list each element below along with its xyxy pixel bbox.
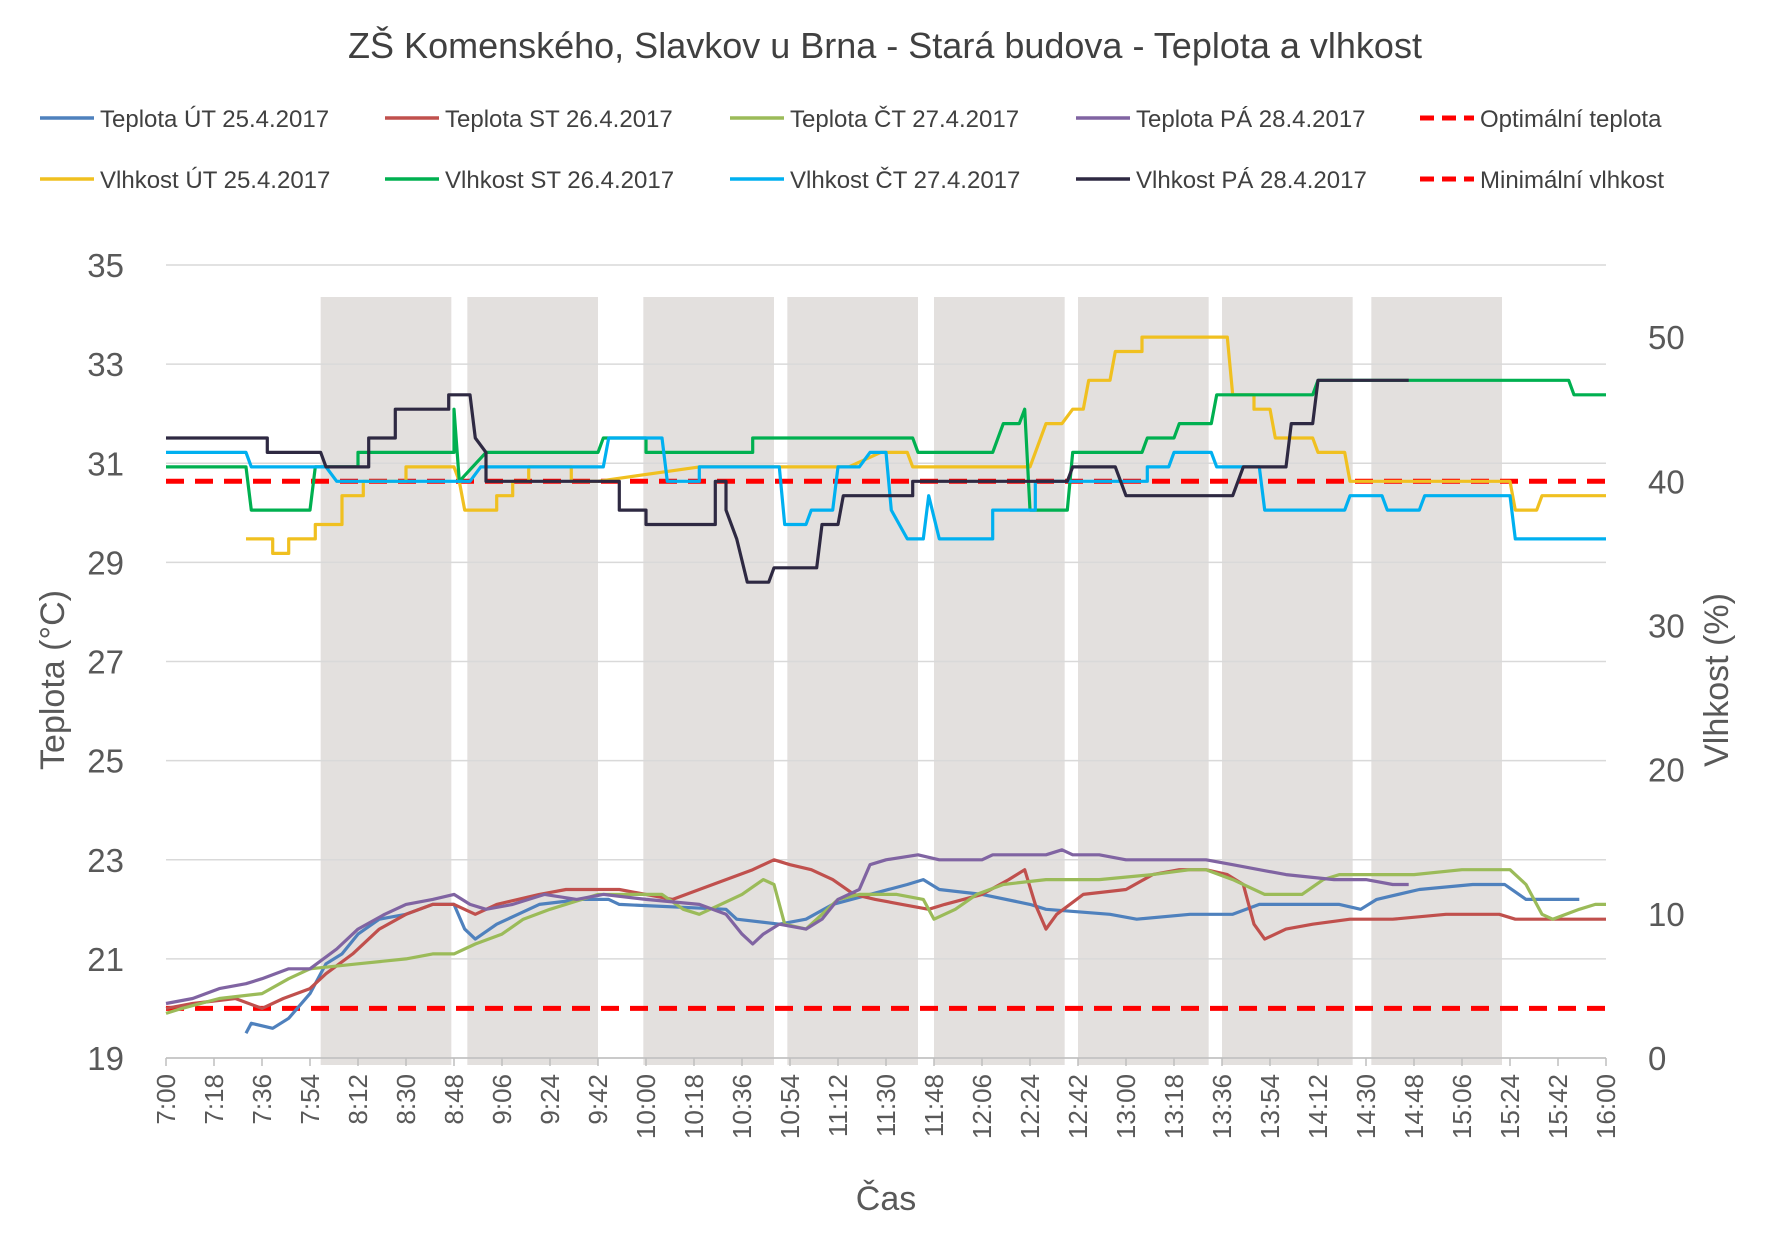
lesson-block-2 [467, 297, 598, 1065]
x-tick-label: 13:00 [1111, 1074, 1141, 1139]
y-left-tick-label: 23 [87, 842, 124, 879]
y-right-tick-label: 40 [1648, 463, 1685, 500]
x-tick-label: 15:06 [1447, 1074, 1477, 1139]
x-tick-label: 14:30 [1351, 1074, 1381, 1139]
legend-label: Vlhkost ÚT 25.4.2017 [100, 167, 330, 194]
x-tick-label: 11:48 [919, 1074, 949, 1137]
legend-item-9: Vlhkost PÁ 28.4.2017 [1076, 167, 1367, 194]
y-axis-left: 19 21 23 25 27 29 31 33 35 [87, 247, 124, 1077]
y-right-tick-label: 30 [1648, 607, 1685, 644]
lesson-block-7 [1222, 297, 1353, 1065]
series-line-8 [166, 436, 1606, 541]
legend: Teplota ÚT 25.4.2017 Teplota ST 26.4.2017… [40, 105, 1664, 194]
x-tick-label: 10:18 [679, 1074, 709, 1139]
x-tick-label: 12:42 [1063, 1074, 1093, 1139]
x-tick-label: 14:12 [1303, 1074, 1333, 1139]
y-left-tick-label: 29 [87, 544, 124, 581]
series-line-9 [166, 378, 1409, 584]
x-tick-label: 9:24 [535, 1074, 565, 1125]
x-tick-label: 13:18 [1159, 1074, 1189, 1139]
y-left-tick-label: 31 [87, 445, 124, 482]
legend-item-3: Teplota ČT 27.4.2017 [730, 105, 1019, 133]
y-left-tick-label: 33 [87, 346, 124, 383]
x-tick-label: 15:24 [1495, 1074, 1525, 1139]
legend-label: Vlhkost ST 26.4.2017 [445, 167, 674, 194]
series-line-6 [246, 335, 1606, 556]
y-right-tick-label: 20 [1648, 752, 1685, 789]
y-axis-right-label: Vlhkost (%) [1698, 593, 1736, 767]
x-tick-label: 7:18 [199, 1074, 229, 1125]
legend-item-2: Teplota ST 26.4.2017 [385, 106, 673, 133]
legend-item-6: Vlhkost ÚT 25.4.2017 [40, 167, 330, 194]
y-right-tick-label: 50 [1648, 319, 1685, 356]
legend-label: Optimální teplota [1480, 106, 1662, 133]
x-tick-label: 10:00 [631, 1074, 661, 1139]
lesson-block-4 [787, 297, 918, 1065]
legend-label: Teplota PÁ 28.4.2017 [1136, 106, 1366, 133]
legend-label: Minimální vlhkost [1480, 167, 1664, 194]
y-left-tick-label: 21 [87, 941, 124, 978]
x-tick-label: 11:12 [823, 1074, 853, 1137]
y-axis-right: 0 10 20 30 40 50 [1648, 319, 1685, 1077]
x-tick-label: 8:48 [439, 1074, 469, 1125]
x-tick-label: 7:36 [247, 1074, 277, 1125]
y-left-tick-label: 25 [87, 743, 124, 780]
chart-title: ZŠ Komenského, Slavkov u Brna - Stará bu… [348, 25, 1422, 66]
legend-item-4: Teplota PÁ 28.4.2017 [1076, 106, 1366, 133]
y-left-tick-label: 27 [87, 644, 124, 681]
x-tick-label: 10:36 [727, 1074, 757, 1139]
legend-label: Teplota ÚT 25.4.2017 [100, 106, 329, 133]
lesson-shading [320, 297, 1502, 1065]
x-tick-label: 13:54 [1255, 1074, 1285, 1139]
x-tick-label: 12:24 [1015, 1074, 1045, 1139]
lesson-block-5 [934, 297, 1065, 1065]
legend-label: Vlhkost ČT 27.4.2017 [790, 166, 1020, 194]
x-tick-label: 14:48 [1399, 1074, 1429, 1139]
x-tick-label: 13:36 [1207, 1074, 1237, 1139]
y-axis-left-label: Teplota (°C) [34, 590, 72, 770]
y-left-tick-label: 35 [87, 247, 124, 284]
series-line-4 [165, 848, 1409, 1006]
legend-item-1: Teplota ÚT 25.4.2017 [40, 106, 329, 133]
legend-item-8: Vlhkost ČT 27.4.2017 [730, 166, 1020, 194]
legend-item-7: Vlhkost ST 26.4.2017 [385, 167, 674, 194]
x-tick-label: 10:54 [775, 1074, 805, 1139]
lesson-block-8 [1371, 297, 1502, 1065]
plot-area [165, 335, 1606, 1034]
x-tick-label: 16:00 [1591, 1074, 1621, 1139]
x-tick-label: 7:54 [295, 1074, 325, 1125]
y-right-tick-label: 0 [1648, 1040, 1666, 1077]
x-tick-label: 12:06 [967, 1074, 997, 1139]
x-axis: 7:00 7:18 7:36 7:54 8:12 8:30 8:48 9:06 9:24 9:42… [151, 1057, 1621, 1139]
legend-item-10: Minimální vlhkost [1420, 167, 1664, 194]
x-tick-label: 11:30 [871, 1074, 901, 1137]
lesson-block-1 [320, 297, 452, 1065]
legend-label: Teplota ST 26.4.2017 [445, 106, 673, 133]
x-tick-label: 8:12 [343, 1074, 373, 1125]
y-left-tick-label: 19 [87, 1040, 124, 1077]
x-axis-label: Čas [856, 1180, 916, 1218]
x-tick-label: 8:30 [391, 1074, 421, 1125]
x-tick-label: 9:42 [583, 1074, 613, 1125]
legend-label: Teplota ČT 27.4.2017 [790, 105, 1019, 133]
x-tick-label: 9:06 [487, 1074, 517, 1125]
x-tick-label: 7:00 [151, 1074, 181, 1125]
x-tick-label: 15:42 [1543, 1074, 1573, 1139]
legend-label: Vlhkost PÁ 28.4.2017 [1136, 167, 1367, 194]
y-right-tick-label: 10 [1648, 896, 1685, 933]
lesson-block-6 [1078, 297, 1209, 1065]
lesson-block-3 [643, 297, 774, 1065]
legend-item-5: Optimální teplota [1420, 106, 1662, 133]
series-line-7 [166, 378, 1606, 512]
